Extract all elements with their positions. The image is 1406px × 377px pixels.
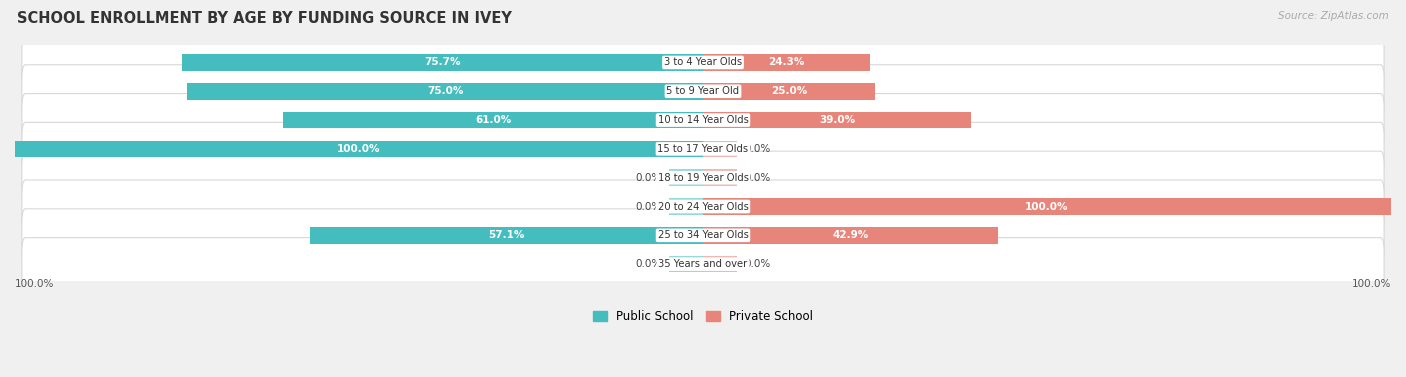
Bar [703, 112, 972, 129]
Legend: Public School, Private School: Public School, Private School [588, 305, 818, 328]
Text: 20 to 24 Year Olds: 20 to 24 Year Olds [658, 202, 748, 211]
Text: 75.0%: 75.0% [427, 86, 463, 96]
FancyBboxPatch shape [22, 209, 1384, 262]
Bar [703, 227, 998, 244]
FancyBboxPatch shape [22, 36, 1384, 89]
Bar [669, 256, 703, 273]
Bar [703, 169, 737, 186]
Text: 100.0%: 100.0% [337, 144, 381, 154]
Text: 25 to 34 Year Olds: 25 to 34 Year Olds [658, 230, 748, 240]
Bar [15, 141, 703, 157]
Text: 39.0%: 39.0% [820, 115, 855, 125]
Bar [703, 54, 870, 71]
Text: 75.7%: 75.7% [425, 57, 461, 67]
Bar [703, 141, 737, 157]
Text: 100.0%: 100.0% [1025, 202, 1069, 211]
Bar [187, 83, 703, 100]
Text: 0.0%: 0.0% [744, 173, 770, 183]
Text: 5 to 9 Year Old: 5 to 9 Year Old [666, 86, 740, 96]
Text: 15 to 17 Year Olds: 15 to 17 Year Olds [658, 144, 748, 154]
Text: 100.0%: 100.0% [15, 279, 55, 288]
Bar [669, 169, 703, 186]
Bar [669, 198, 703, 215]
FancyBboxPatch shape [22, 123, 1384, 175]
FancyBboxPatch shape [22, 93, 1384, 147]
FancyBboxPatch shape [22, 180, 1384, 233]
Text: 61.0%: 61.0% [475, 115, 512, 125]
Text: 100.0%: 100.0% [1351, 279, 1391, 288]
Text: SCHOOL ENROLLMENT BY AGE BY FUNDING SOURCE IN IVEY: SCHOOL ENROLLMENT BY AGE BY FUNDING SOUR… [17, 11, 512, 26]
Text: 42.9%: 42.9% [832, 230, 869, 240]
Text: 10 to 14 Year Olds: 10 to 14 Year Olds [658, 115, 748, 125]
Text: Source: ZipAtlas.com: Source: ZipAtlas.com [1278, 11, 1389, 21]
Text: 24.3%: 24.3% [769, 57, 804, 67]
Bar [703, 256, 737, 273]
Bar [311, 227, 703, 244]
Text: 57.1%: 57.1% [488, 230, 524, 240]
Text: 0.0%: 0.0% [636, 202, 662, 211]
FancyBboxPatch shape [22, 238, 1384, 291]
FancyBboxPatch shape [22, 151, 1384, 204]
Text: 0.0%: 0.0% [636, 259, 662, 269]
Text: 3 to 4 Year Olds: 3 to 4 Year Olds [664, 57, 742, 67]
Text: 35 Years and over: 35 Years and over [658, 259, 748, 269]
Bar [183, 54, 703, 71]
FancyBboxPatch shape [22, 65, 1384, 118]
Bar [703, 198, 1391, 215]
Bar [703, 83, 875, 100]
Text: 0.0%: 0.0% [744, 144, 770, 154]
Text: 0.0%: 0.0% [636, 173, 662, 183]
Text: 18 to 19 Year Olds: 18 to 19 Year Olds [658, 173, 748, 183]
Text: 0.0%: 0.0% [744, 259, 770, 269]
Bar [284, 112, 703, 129]
Text: 25.0%: 25.0% [770, 86, 807, 96]
